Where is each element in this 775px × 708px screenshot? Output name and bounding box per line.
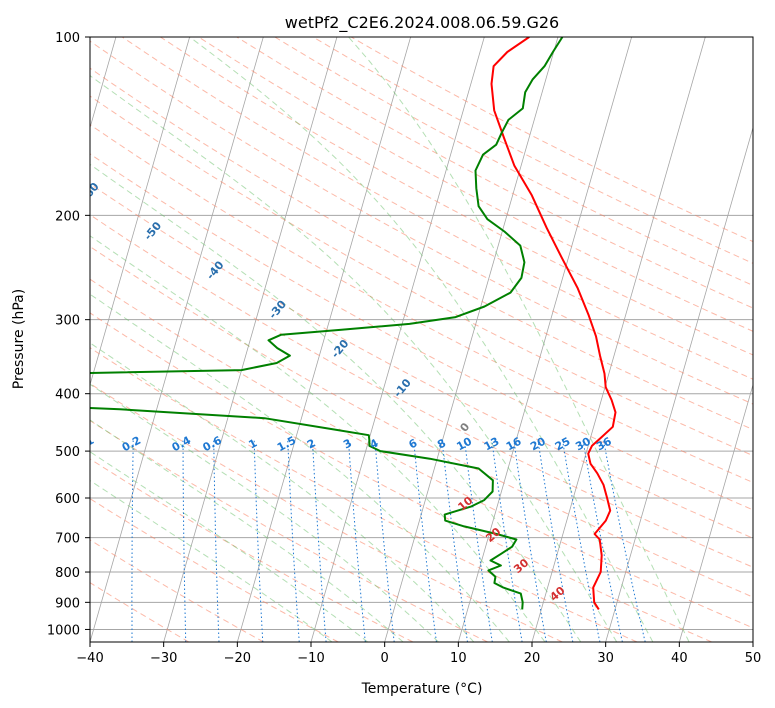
mixing-ratio-line: [413, 440, 437, 642]
moist-adiabat-line: [90, 75, 618, 642]
y-tick-label: 900: [55, 596, 80, 611]
dry-adiabat-line: [90, 539, 264, 642]
dry-adiabat-line: [90, 183, 753, 539]
mixing-ratio-line: [582, 440, 623, 642]
axes: −40 −30 −20 −10 0 10 20 30 40 50 100 200 300 400 500 60…: [47, 31, 761, 666]
dry-adiabat-line: [90, 153, 753, 511]
temperature-profile: [490, 37, 617, 610]
y-tick-label: 600: [55, 492, 80, 507]
mixing-ratio-line: [537, 440, 574, 642]
isotherm-line: [384, 37, 559, 642]
mixing-ratio-label: 0.1: [73, 434, 96, 455]
moist-adiabat-line: [90, 451, 368, 642]
dry-adiabat-line: [90, 124, 753, 483]
isotherm-line: [457, 37, 633, 642]
mixing-ratio-label: 16: [504, 435, 524, 454]
mixing-ratio-line: [182, 440, 187, 642]
isotherm-line: [531, 37, 706, 642]
moist-adiabat-line: [90, 419, 404, 642]
x-tick-label: 40: [671, 651, 688, 666]
x-tick-label: 50: [745, 651, 762, 666]
y-tick-label: 500: [55, 445, 80, 460]
dewpoint-profile: [90, 37, 564, 610]
y-tick-label: 100: [55, 31, 80, 46]
mixing-ratio-label: 13: [482, 435, 502, 454]
mixing-ratio-line: [287, 440, 300, 642]
isotherm-line: [90, 37, 264, 642]
dry-adiabat-line: [90, 419, 488, 642]
x-tick-label: 0: [381, 651, 389, 666]
chart-title: wetPf2_C2E6.2024.008.06.59.G26: [285, 13, 559, 33]
x-tick-label: 10: [450, 651, 467, 666]
dry-adiabat-line: [90, 582, 190, 642]
mixing-ratio-label: 20: [528, 435, 548, 454]
y-tick-label: 800: [55, 566, 80, 581]
pressure-gridlines: [90, 37, 753, 630]
mixing-ratio-line: [131, 440, 134, 642]
moist-adiabat-line: [90, 479, 333, 642]
y-tick-label: 200: [55, 209, 80, 224]
mixing-ratio-line: [603, 440, 646, 642]
mixing-ratio-line: [348, 440, 366, 642]
dry-adiabat-line: [121, 37, 753, 380]
dry-adiabat-line: [90, 347, 638, 642]
dry-adiabat-line: [236, 37, 753, 309]
isotherms: [90, 37, 753, 642]
moist-adiabat-line: [90, 293, 510, 642]
mixing-ratio-line: [441, 440, 468, 642]
x-tick-label: 30: [597, 651, 614, 666]
isotherm-line: [236, 37, 412, 642]
dry-adiabats: [90, 37, 753, 642]
mixing-ratio-label: 25: [553, 435, 573, 454]
dry-adiabat-line: [90, 40, 753, 405]
mixing-ratio-lines: [131, 440, 646, 642]
isotherm-line: [90, 37, 191, 387]
moist-adiabat-line: [348, 37, 690, 642]
profile-lines: [90, 37, 617, 610]
x-axis-label: Temperature (°C): [361, 681, 483, 697]
mixing-ratio-label: 10: [454, 435, 474, 454]
isotherm-line: [605, 126, 753, 642]
mixing-ratio-line: [491, 440, 523, 642]
mixing-ratio-line: [312, 440, 327, 642]
moist-adiabat-line: [90, 235, 546, 642]
mixing-ratio-line: [513, 440, 547, 642]
mixing-ratio-line: [562, 440, 601, 642]
moist-adiabat-line: [90, 342, 475, 642]
mixing-ratio-line: [213, 440, 220, 642]
x-tick-label: −30: [150, 651, 177, 666]
plot-area: 0.10.20.40.611.52346810131620253036-100-…: [73, 37, 753, 642]
dry-adiabat-line: [198, 37, 753, 332]
x-tick-label: −20: [224, 651, 251, 666]
y-axis-label: Pressure (hPa): [11, 289, 27, 389]
isotherm-line: [163, 37, 338, 642]
mixing-ratio-line: [464, 440, 493, 642]
dry-adiabat-line: [90, 245, 753, 598]
mixing-ratio-line: [374, 440, 395, 642]
mixing-ratio-label: 36: [594, 435, 614, 454]
x-tick-label: 20: [524, 651, 541, 666]
dry-adiabat-line: [90, 458, 414, 642]
x-tick-label: −10: [297, 651, 324, 666]
moist-adiabat-line: [90, 383, 439, 642]
y-tick-label: 1000: [47, 623, 80, 638]
mixing-ratio-line: [253, 440, 264, 642]
dry-adiabat-line: [90, 312, 712, 642]
y-tick-label: 700: [55, 532, 80, 547]
plot-frame: [89, 36, 754, 643]
x-tick-label: −40: [76, 651, 103, 666]
dry-adiabat-line: [90, 278, 753, 629]
isotherm-line: [678, 383, 753, 642]
dry-adiabat-line: [90, 214, 753, 568]
moist-adiabat-label: -60: [79, 180, 102, 204]
y-tick-label: 400: [55, 388, 80, 403]
mixing-ratio-label: 30: [573, 435, 593, 454]
y-tick-label: 300: [55, 314, 80, 329]
